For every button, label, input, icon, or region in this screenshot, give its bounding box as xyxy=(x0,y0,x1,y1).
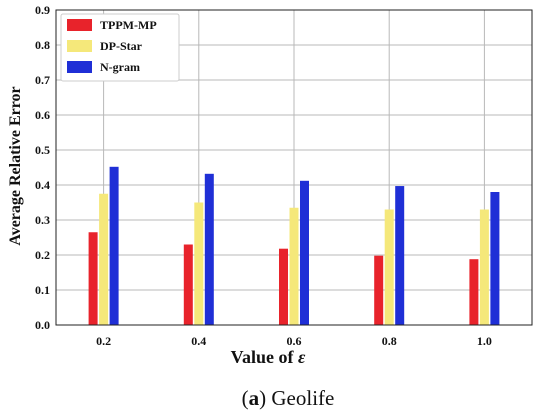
bar-dp-star-1.0 xyxy=(479,209,489,325)
y-tick-label: 0.5 xyxy=(35,143,50,157)
legend-swatch-n-gram xyxy=(67,61,92,73)
x-tick-label: 0.2 xyxy=(96,334,111,348)
x-tick-label: 0.8 xyxy=(382,334,397,348)
bar-n-gram-1.0 xyxy=(490,192,500,325)
bar-tppm-mp-0.8 xyxy=(374,255,384,325)
bar-n-gram-0.2 xyxy=(109,166,119,325)
caption-label: a xyxy=(249,386,260,410)
legend-label-dp-star: DP-Star xyxy=(100,39,143,53)
x-tick-label: 1.0 xyxy=(477,334,492,348)
y-tick-label: 0.2 xyxy=(35,248,50,262)
bar-dp-star-0.2 xyxy=(99,193,109,325)
y-tick-label: 0.9 xyxy=(35,3,50,17)
x-tick-label: 0.4 xyxy=(191,334,206,348)
figure-caption: (a) Geolife xyxy=(242,386,335,410)
legend-swatch-dp-star xyxy=(67,40,92,52)
x-axis: 0.2 0.4 0.6 0.8 1.0 xyxy=(96,334,492,348)
legend-label-tppm-mp: TPPM-MP xyxy=(100,18,157,32)
bar-tppm-mp-0.2 xyxy=(88,232,98,325)
legend-label-n-gram: N-gram xyxy=(100,60,140,74)
x-axis-title-prefix: Value of xyxy=(231,347,298,367)
plot-frame xyxy=(55,9,533,326)
y-tick-label: 0.4 xyxy=(35,178,50,192)
bar-n-gram-0.4 xyxy=(204,173,214,325)
y-axis: 0.0 0.1 0.2 0.3 0.4 0.5 0.6 0.7 0.8 0.9 xyxy=(35,3,50,332)
x-axis-title: Value of ε xyxy=(231,347,306,367)
y-tick-label: 0.6 xyxy=(35,108,50,122)
bar-dp-star-0.4 xyxy=(194,202,204,325)
y-axis-title: Average Relative Error xyxy=(7,86,24,245)
bar-dp-star-0.6 xyxy=(289,207,299,325)
bar-tppm-mp-0.6 xyxy=(279,248,288,325)
bar-tppm-mp-1.0 xyxy=(469,259,479,325)
x-tick-label: 0.6 xyxy=(287,334,302,348)
y-tick-label: 0.1 xyxy=(35,283,50,297)
bar-dp-star-0.8 xyxy=(384,209,394,325)
y-tick-label: 0.0 xyxy=(35,318,50,332)
legend-swatch-tppm-mp xyxy=(67,19,92,31)
y-tick-label: 0.7 xyxy=(35,73,50,87)
y-tick-label: 0.8 xyxy=(35,38,50,52)
bar-tppm-mp-0.4 xyxy=(183,244,193,325)
caption-paren-open: ( xyxy=(242,386,249,410)
bars xyxy=(88,166,500,325)
bar-n-gram-0.6 xyxy=(300,180,309,325)
bar-n-gram-0.8 xyxy=(395,186,405,325)
y-tick-label: 0.3 xyxy=(35,213,50,227)
legend: TPPM-MP DP-Star N-gram xyxy=(60,13,180,82)
epsilon-symbol: ε xyxy=(298,347,306,367)
caption-paren-close: ) xyxy=(259,386,271,410)
caption-title: Geolife xyxy=(271,386,334,410)
